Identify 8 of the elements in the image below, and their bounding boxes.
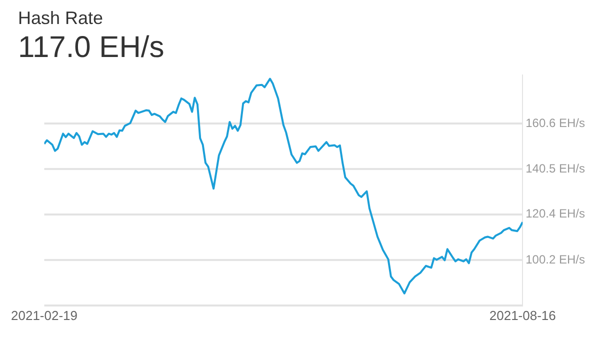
y-tick-label: 160.6 EH/s [526, 116, 586, 130]
chart-subtitle: 117.0 EH/s [17, 31, 166, 65]
y-tick-label: 140.5 EH/s [526, 161, 586, 176]
y-tick-label: 100.2 EH/s [526, 252, 586, 266]
x-tick-label: 2021-08-16 [489, 308, 556, 323]
chart-title: Hash Rate [17, 8, 104, 29]
y-tick-label: 120.4 EH/s [526, 206, 586, 221]
x-tick-label: 2021-02-19 [11, 308, 78, 323]
